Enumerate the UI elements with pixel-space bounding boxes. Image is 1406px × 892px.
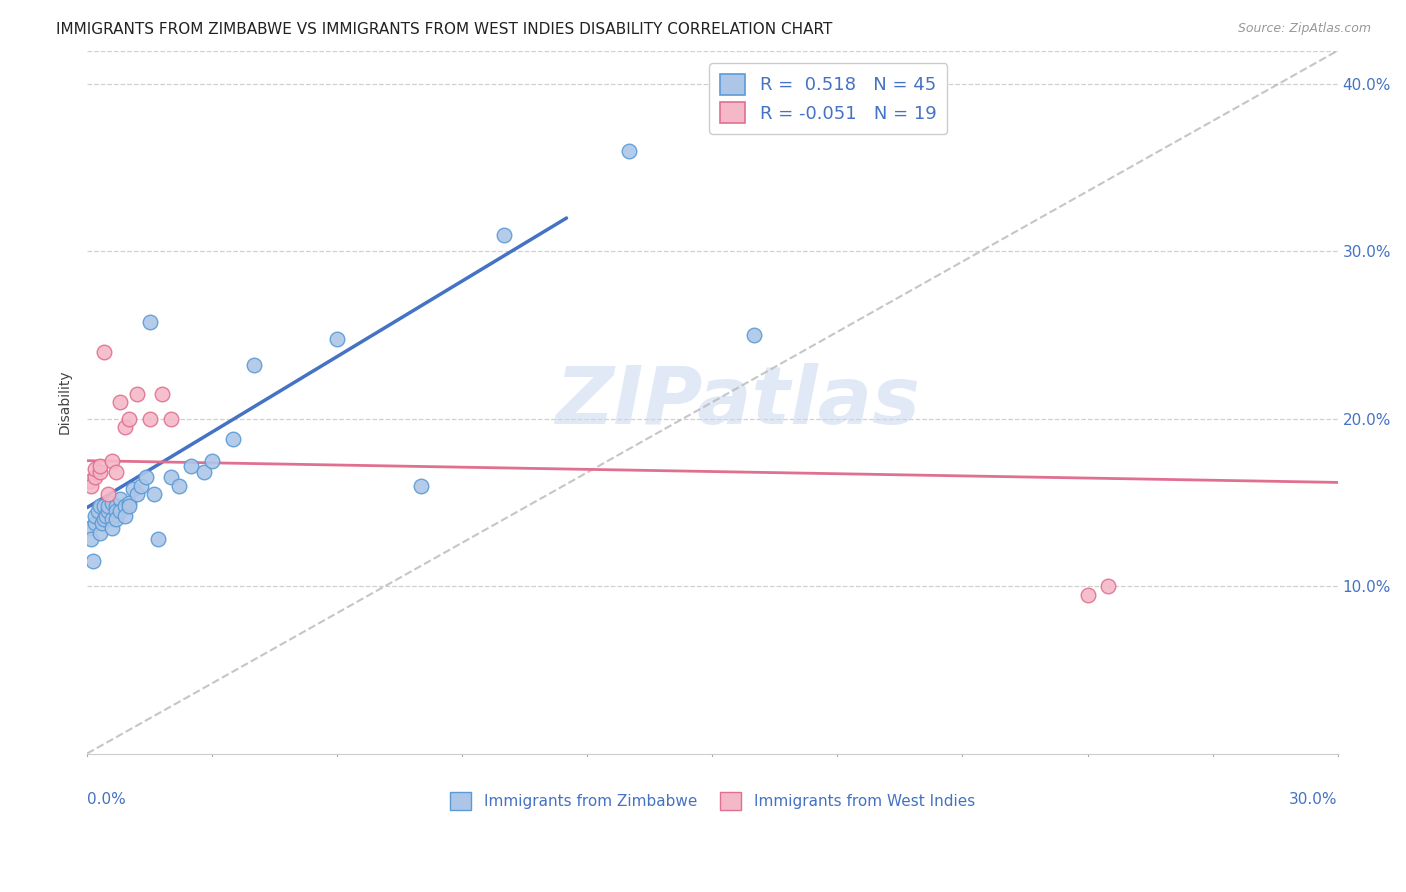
- Point: [80, 479, 103, 493]
- Point: [84, 462, 107, 476]
- Point: [326, 331, 349, 345]
- Point: [134, 470, 156, 484]
- Point: [122, 482, 145, 496]
- Point: [93, 345, 115, 359]
- Point: [118, 499, 141, 513]
- Point: [114, 420, 136, 434]
- Point: [742, 328, 765, 343]
- Point: [101, 512, 124, 526]
- Point: [142, 487, 165, 501]
- Point: [84, 516, 107, 530]
- Point: [131, 479, 153, 493]
- Point: [118, 495, 141, 509]
- Point: [105, 466, 128, 480]
- Point: [89, 499, 111, 513]
- Point: [110, 492, 132, 507]
- Point: [89, 525, 111, 540]
- Point: [105, 504, 128, 518]
- Point: [243, 359, 266, 373]
- Point: [105, 512, 128, 526]
- Legend: Immigrants from Zimbabwe, Immigrants from West Indies: Immigrants from Zimbabwe, Immigrants fro…: [444, 786, 981, 816]
- Point: [80, 533, 103, 547]
- Point: [222, 432, 245, 446]
- Point: [201, 453, 224, 467]
- Point: [127, 386, 149, 401]
- Point: [105, 499, 128, 513]
- Text: ZIPatlas: ZIPatlas: [555, 363, 920, 442]
- Point: [150, 386, 173, 401]
- Text: 0.0%: 0.0%: [87, 792, 127, 807]
- Point: [86, 504, 108, 518]
- Point: [180, 458, 202, 473]
- Point: [492, 227, 515, 242]
- Point: [79, 474, 101, 488]
- Point: [90, 516, 112, 530]
- Point: [110, 504, 132, 518]
- Point: [146, 533, 169, 547]
- Point: [159, 470, 181, 484]
- Point: [101, 453, 124, 467]
- Point: [89, 458, 111, 473]
- Point: [101, 520, 124, 534]
- Point: [159, 412, 181, 426]
- Point: [97, 499, 120, 513]
- Point: [1097, 579, 1119, 593]
- Point: [118, 412, 141, 426]
- Point: [127, 487, 149, 501]
- Point: [409, 479, 432, 493]
- Point: [1077, 588, 1099, 602]
- Point: [84, 470, 107, 484]
- Text: 30.0%: 30.0%: [1289, 792, 1337, 807]
- Point: [97, 504, 120, 518]
- Point: [114, 499, 136, 513]
- Point: [89, 466, 111, 480]
- Point: [167, 479, 190, 493]
- Point: [138, 412, 160, 426]
- Y-axis label: Disability: Disability: [58, 370, 72, 434]
- Point: [82, 554, 104, 568]
- Point: [79, 520, 101, 534]
- Point: [84, 508, 107, 523]
- Text: IMMIGRANTS FROM ZIMBABWE VS IMMIGRANTS FROM WEST INDIES DISABILITY CORRELATION C: IMMIGRANTS FROM ZIMBABWE VS IMMIGRANTS F…: [56, 22, 832, 37]
- Point: [97, 487, 120, 501]
- Point: [101, 495, 124, 509]
- Point: [94, 508, 117, 523]
- Point: [114, 508, 136, 523]
- Point: [93, 499, 115, 513]
- Point: [138, 315, 160, 329]
- Point: [617, 144, 640, 158]
- Point: [193, 466, 215, 480]
- Text: Source: ZipAtlas.com: Source: ZipAtlas.com: [1237, 22, 1371, 36]
- Point: [93, 512, 115, 526]
- Point: [110, 395, 132, 409]
